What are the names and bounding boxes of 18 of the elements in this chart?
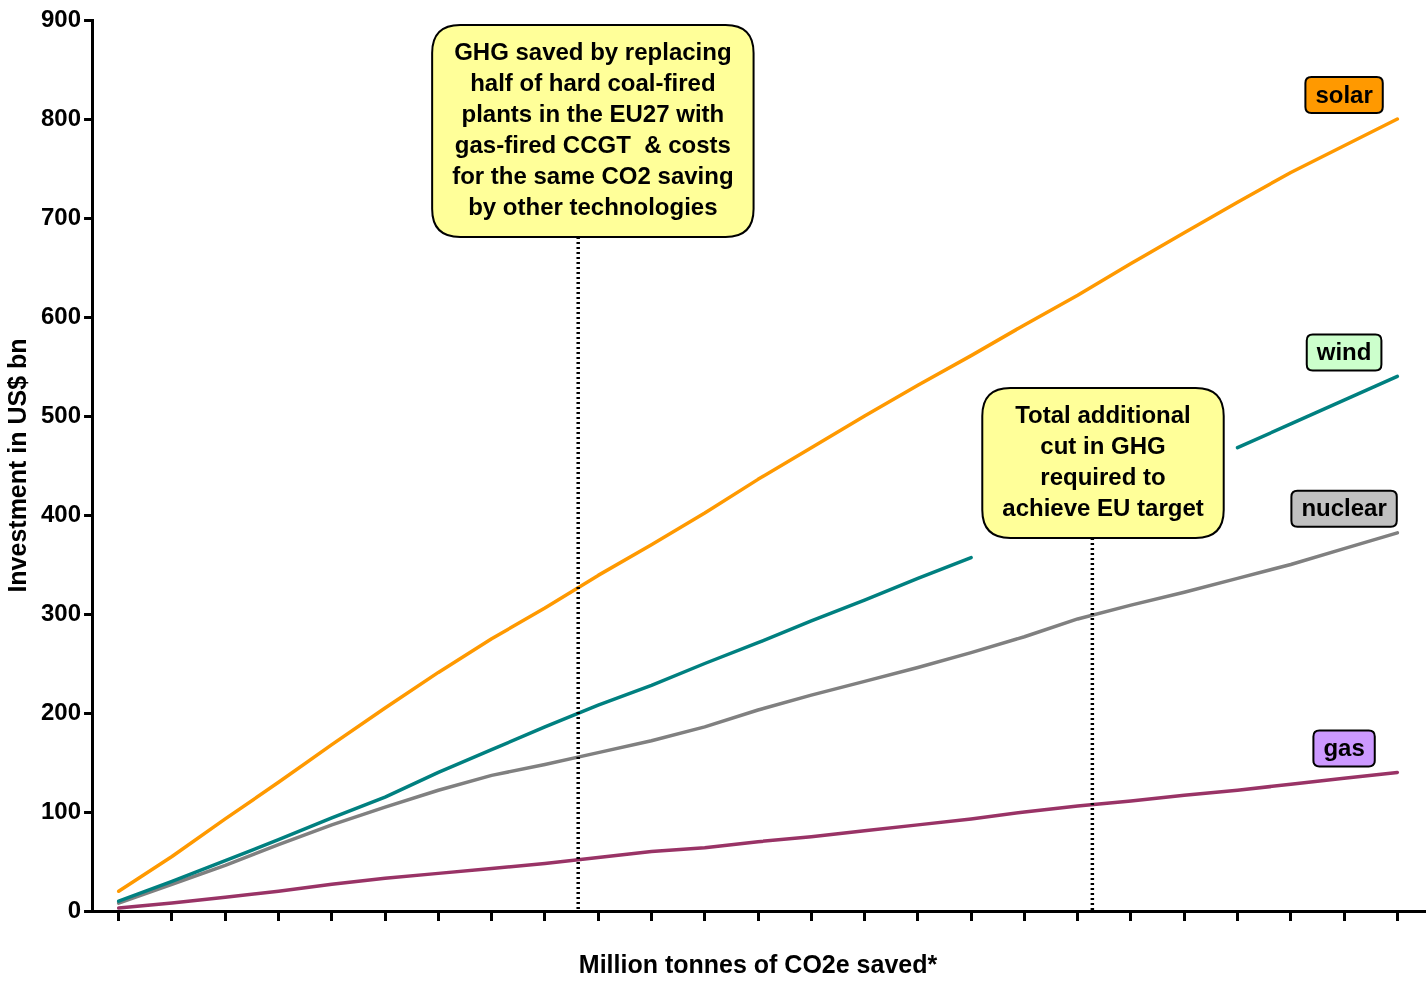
series-label: nuclear [1301, 494, 1387, 522]
x-axis-title: Million tonnes of CO2e saved* [578, 949, 938, 978]
y-tick-label: 0 [67, 895, 82, 923]
annotation: GHG saved by replacing half of hard coal-fired plants in the EU27 with gas-fired CCGT & costs for the same CO2 saving by other technologies [452, 38, 734, 221]
y-tick-label: 200 [41, 697, 82, 725]
y-axis-title: Investment in US$ bn [2, 338, 31, 593]
annotation: Total additional cut in GHG required to achieve EU target [1002, 401, 1204, 522]
y-tick-label: 500 [41, 400, 82, 428]
y-tick-label: 300 [41, 598, 82, 626]
y-tick-label: 900 [41, 4, 82, 32]
y-tick-label: 100 [41, 796, 82, 824]
y-tick-label: 600 [41, 301, 82, 329]
y-tick-label: 400 [41, 499, 82, 527]
series-label: wind [1315, 338, 1372, 366]
y-tick-label: 800 [41, 103, 82, 131]
y-tick-label: 700 [41, 202, 82, 230]
series-label: solar [1315, 80, 1373, 108]
series-label: gas [1323, 734, 1365, 762]
